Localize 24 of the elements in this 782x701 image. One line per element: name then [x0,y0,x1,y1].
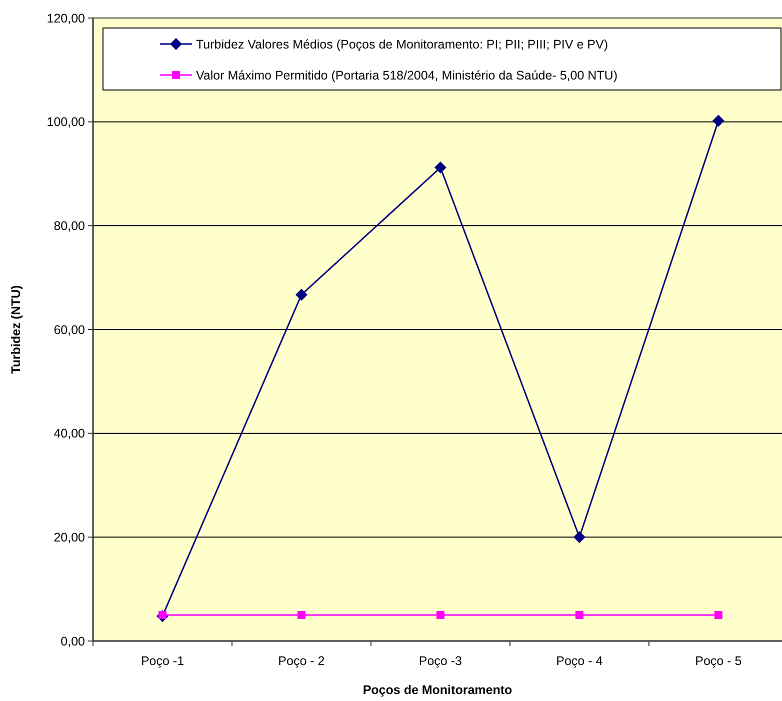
point [434,162,446,174]
point [714,611,722,620]
y-tick-label: 80,00 [54,219,86,234]
legend-label: Turbidez Valores Médios (Poços de Monitoramento: PI; PII; PIII; PIV e PV) [196,37,608,52]
y-tick-label: 0,00 [60,634,86,648]
x-tick-label: Poço -1 [140,654,184,668]
point [297,611,306,620]
y-tick-label: 120,00 [46,11,86,26]
x-tick-label: Poço - 4 [556,654,603,668]
x-tick-label: Poço -3 [418,654,462,668]
y-tick-label: 20,00 [54,530,86,545]
y-tick-label: 60,00 [54,322,86,337]
legend-label: Valor Máximo Permitido (Portaria 518/2004, Ministério da Saúde- 5,00 NTU) [196,68,618,82]
x-tick-label: Poço - 2 [278,654,325,668]
x-tick-label: Poço - 5 [695,654,742,668]
y-tick-label: 100,00 [46,115,86,130]
x-axis-title: Poços de Monitoramento [362,683,513,697]
point [712,114,724,127]
point [436,611,444,620]
point [575,611,584,620]
point [295,288,308,301]
y-tick-label: 40,00 [54,426,86,441]
point [573,531,586,544]
y-axis-title: Turbidez (NTU) [9,285,23,374]
